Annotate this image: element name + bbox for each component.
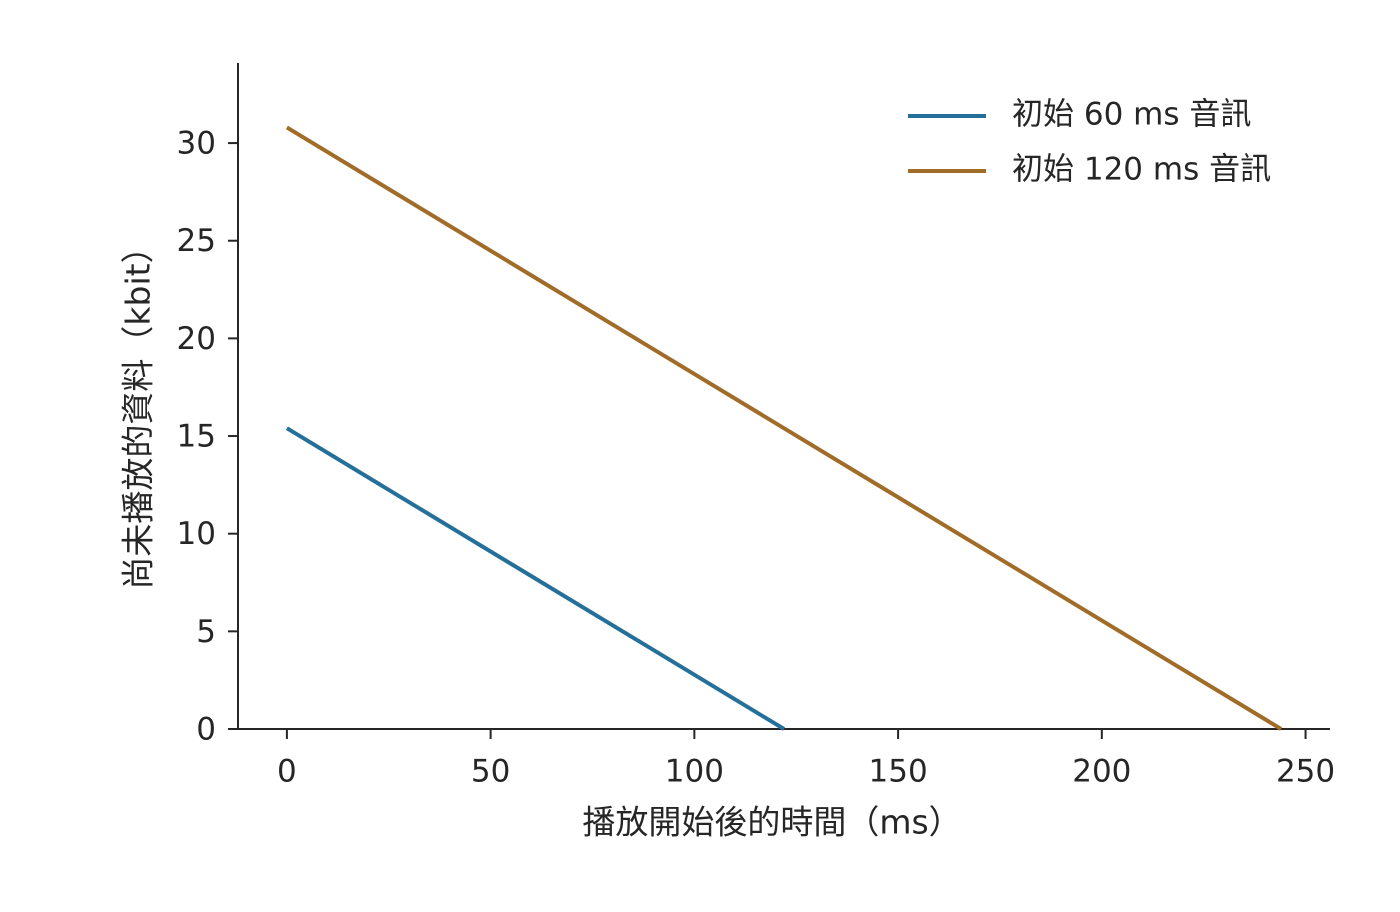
- y-tick-label: 5: [196, 614, 216, 650]
- x-tick-label: 200: [1072, 754, 1131, 790]
- x-axis-label: 播放開始後的時間（ms）: [582, 803, 961, 842]
- y-axis-label: 尚未播放的資料（kbit）: [119, 230, 158, 589]
- y-tick-label: 10: [177, 516, 216, 552]
- y-tick-label: 25: [177, 223, 216, 259]
- x-tick-label: 0: [277, 754, 297, 790]
- x-tick-label: 100: [665, 754, 724, 790]
- x-tick-label: 50: [471, 754, 510, 790]
- x-tick-label: 250: [1276, 754, 1335, 790]
- legend-label: 初始 120 ms 音訊: [1012, 152, 1271, 188]
- y-tick-label: 15: [177, 419, 216, 455]
- legend-label: 初始 60 ms 音訊: [1012, 97, 1251, 133]
- data-line: [285, 125, 1283, 731]
- y-tick-label: 0: [196, 712, 216, 748]
- data-line: [285, 426, 786, 731]
- y-tick-label: 20: [177, 321, 216, 357]
- y-tick-label: 30: [177, 126, 216, 162]
- x-tick-label: 150: [869, 754, 928, 790]
